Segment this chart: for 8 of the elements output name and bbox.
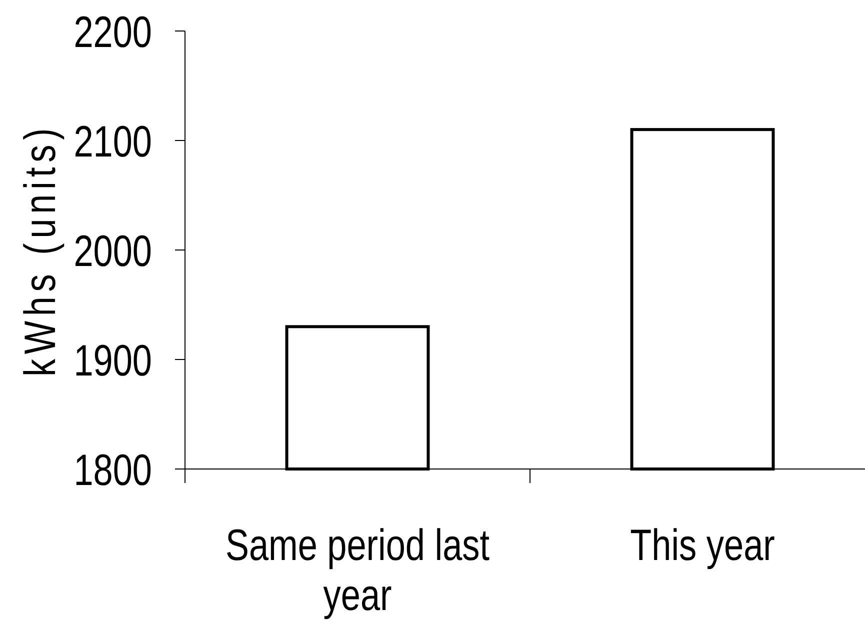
y-tick-label: 2000 [74, 227, 152, 276]
y-tick-label: 2200 [74, 8, 152, 57]
x-tick-label: Same period last year [225, 521, 490, 620]
y-tick-label: 1800 [74, 446, 152, 495]
y-tick-label: 1900 [74, 336, 152, 386]
y-axis-title: kWhs (units) [16, 123, 65, 377]
y-tick-label: 2100 [74, 118, 152, 166]
x-tick-label: This year [630, 521, 775, 570]
